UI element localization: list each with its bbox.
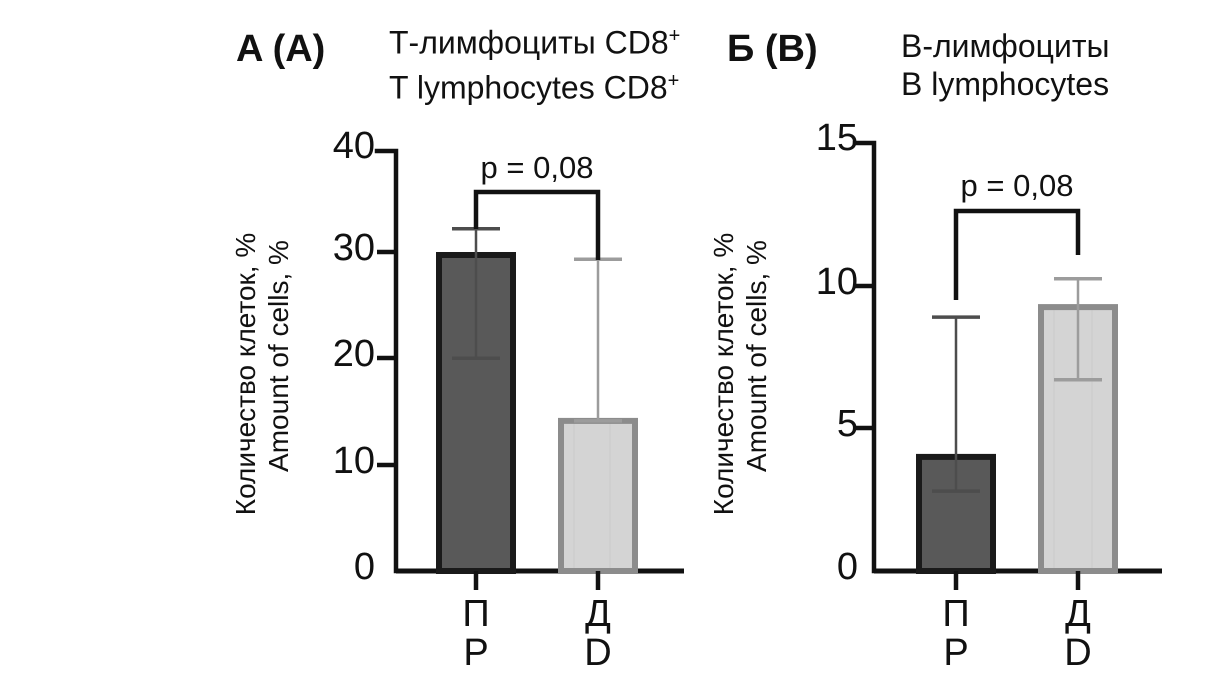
svg-text:Д: Д	[1065, 593, 1091, 635]
svg-text:5: 5	[837, 403, 858, 445]
svg-text:40: 40	[333, 125, 375, 167]
svg-text:20: 20	[333, 333, 375, 375]
svg-text:p = 0,08: p = 0,08	[961, 168, 1074, 203]
svg-text:D: D	[584, 632, 611, 674]
svg-text:Д: Д	[585, 593, 611, 635]
svg-text:D: D	[1064, 632, 1091, 674]
svg-text:10: 10	[333, 440, 375, 482]
svg-text:P: P	[943, 632, 968, 674]
svg-text:0: 0	[837, 546, 858, 588]
svg-text:Р: Р	[463, 632, 488, 674]
svg-text:30: 30	[333, 227, 375, 269]
svg-text:10: 10	[816, 261, 858, 303]
svg-text:Amount of cells, %: Amount of cells, %	[741, 240, 772, 472]
svg-text:Amount of cells, %: Amount of cells, %	[263, 240, 294, 472]
svg-text:П: П	[462, 593, 489, 635]
svg-text:Количество клеток, %: Количество клеток, %	[230, 233, 261, 515]
svg-text:0: 0	[354, 546, 375, 588]
svg-text:П: П	[942, 593, 969, 635]
svg-text:15: 15	[816, 117, 858, 159]
svg-text:p = 0,08: p = 0,08	[481, 150, 594, 185]
svg-text:Количество клеток, %: Количество клеток, %	[708, 233, 739, 515]
